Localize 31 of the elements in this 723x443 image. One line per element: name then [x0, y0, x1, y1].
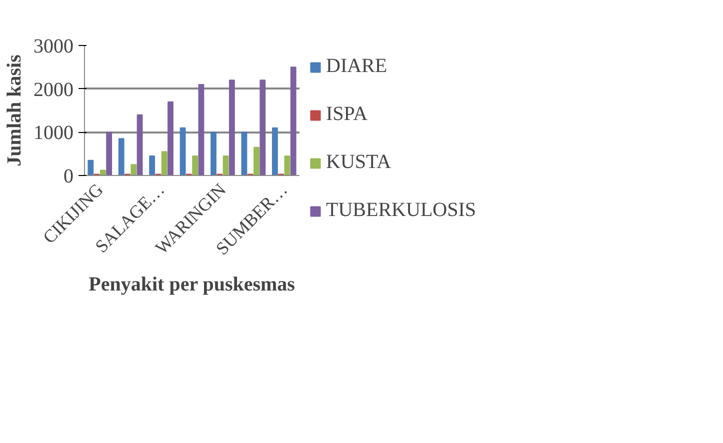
bar [130, 164, 137, 176]
bar [272, 127, 278, 176]
x-axis-title: Penyakit per puskesmas [88, 274, 296, 296]
bar [254, 146, 260, 176]
bar [192, 156, 198, 176]
bar [136, 114, 143, 176]
bar [100, 170, 106, 176]
bar [260, 80, 266, 176]
bar [228, 80, 235, 176]
y-axis-title: Jumlah kasis [4, 54, 26, 166]
legend-label: TUBERKULOSIS [326, 199, 476, 222]
bar [149, 156, 156, 176]
bar [88, 160, 94, 176]
bar [106, 132, 112, 176]
y-tick-label: 0 [64, 166, 74, 188]
bar [284, 156, 290, 176]
bar [198, 84, 204, 176]
legend-label: DIARE [326, 55, 388, 78]
bar [118, 138, 124, 176]
legend-label: ISPA [326, 103, 368, 126]
bar [241, 132, 248, 176]
bar [180, 127, 186, 176]
bar [210, 132, 216, 176]
legend-label: KUSTA [326, 151, 392, 174]
y-tick-label: 2000 [34, 78, 74, 101]
y-tick-label: 3000 [34, 36, 74, 58]
bar [290, 66, 296, 176]
bar [222, 156, 229, 176]
y-tick-label: 1000 [34, 122, 74, 144]
bar [168, 101, 174, 176]
bar [161, 151, 168, 176]
